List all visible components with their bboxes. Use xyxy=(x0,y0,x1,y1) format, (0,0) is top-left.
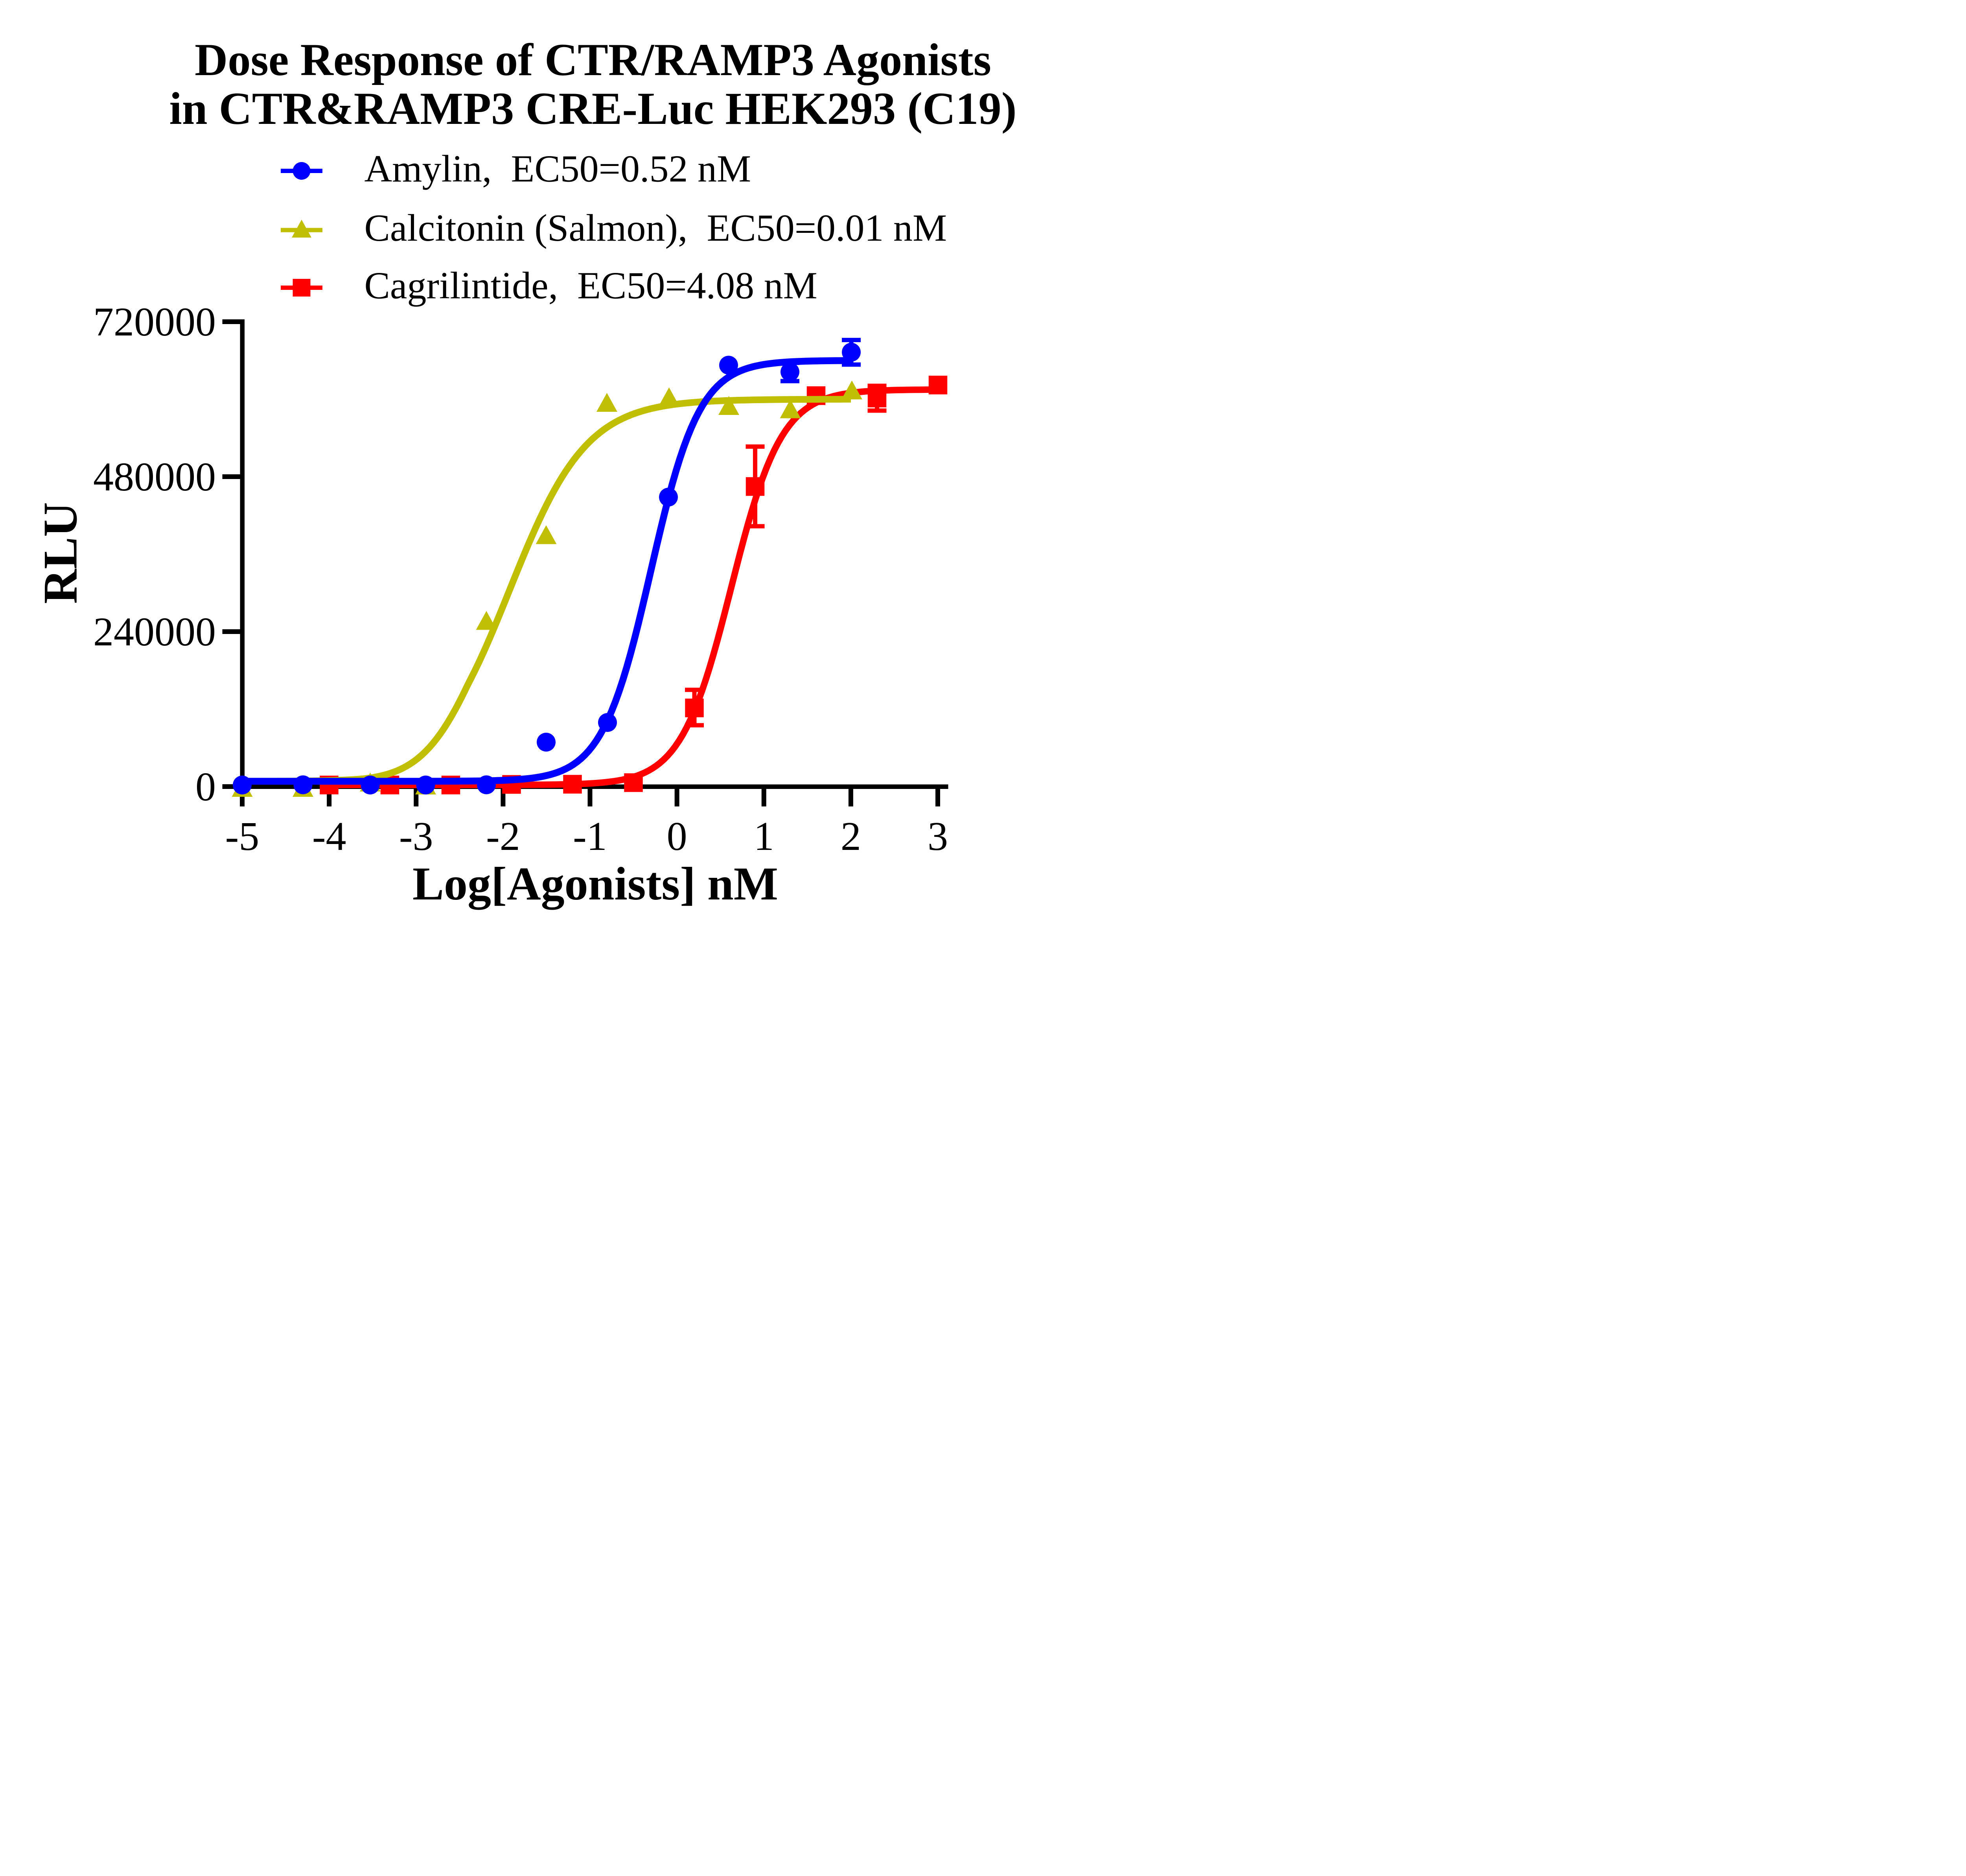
svg-text:1: 1 xyxy=(754,814,774,859)
svg-text:Log[Agonists] nM: Log[Agonists] nM xyxy=(412,857,778,910)
svg-text:Dose Response of CTR/RAMP3 Ago: Dose Response of CTR/RAMP3 Agonists xyxy=(195,35,991,85)
svg-text:3: 3 xyxy=(928,814,948,859)
svg-text:0: 0 xyxy=(195,764,216,809)
svg-text:-2: -2 xyxy=(486,814,520,859)
svg-text:Calcitonin (Salmon), EC50=0.0: Calcitonin (Salmon), EC50=0.01 nM xyxy=(364,207,947,249)
svg-text:RLU: RLU xyxy=(34,502,87,604)
svg-text:-1: -1 xyxy=(573,814,607,859)
svg-text:720000: 720000 xyxy=(93,299,216,345)
svg-text:-3: -3 xyxy=(399,814,433,859)
svg-text:in CTR&RAMP3 CRE-Luc HEK293 (C: in CTR&RAMP3 CRE-Luc HEK293 (C19) xyxy=(169,83,1016,134)
svg-text:480000: 480000 xyxy=(93,454,216,499)
svg-text:2: 2 xyxy=(841,814,861,859)
svg-text:Amylin, EC50=0.52 nM: Amylin, EC50=0.52 nM xyxy=(364,148,751,190)
svg-text:0: 0 xyxy=(667,814,687,859)
svg-text:Cagrilintide, EC50=4.08 nM: Cagrilintide, EC50=4.08 nM xyxy=(364,265,817,307)
svg-text:-4: -4 xyxy=(312,814,346,859)
svg-text:-5: -5 xyxy=(225,814,260,859)
svg-text:240000: 240000 xyxy=(93,609,216,654)
